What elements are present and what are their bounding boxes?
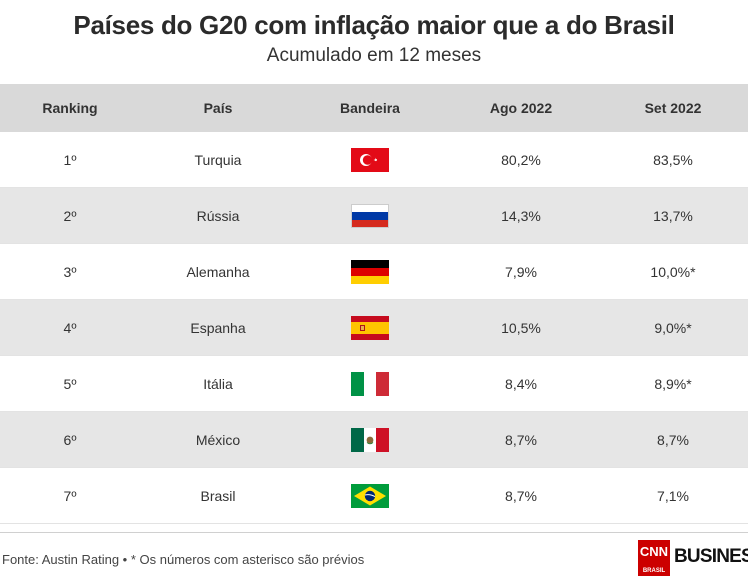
country-cell: Rússia [140, 187, 296, 244]
header-bandeira: Bandeira [296, 84, 444, 132]
flag-cell [296, 467, 444, 524]
ago-2022-cell: 8,4% [444, 355, 598, 412]
ranking-cell: 7º [0, 467, 140, 524]
ranking-cell: 1º [0, 132, 140, 188]
table-row: 6º México 8,7% 8,7% [0, 411, 748, 468]
russia-flag-icon [351, 203, 389, 228]
turkey-flag-icon [351, 147, 389, 172]
ranking-cell: 5º [0, 355, 140, 412]
country-cell: Brasil [140, 467, 296, 524]
country-cell: Turquia [140, 132, 296, 188]
ranking-cell: 4º [0, 299, 140, 356]
table-row: 2º Rússia 14,3% 13,7% [0, 187, 748, 244]
flag-cell [296, 355, 444, 412]
ago-2022-cell: 8,7% [444, 467, 598, 524]
table-header-row: Ranking País Bandeira Ago 2022 Set 2022 [0, 84, 748, 132]
country-cell: Espanha [140, 299, 296, 356]
ago-2022-cell: 7,9% [444, 243, 598, 300]
flag-cell [296, 411, 444, 468]
set-2022-cell: 8,7% [598, 411, 748, 468]
flag-cell [296, 132, 444, 188]
spain-flag-icon [351, 315, 389, 340]
set-2022-cell: 13,7% [598, 187, 748, 244]
ago-2022-cell: 14,3% [444, 187, 598, 244]
flag-cell [296, 187, 444, 244]
set-2022-cell: 7,1% [598, 467, 748, 524]
cnn-logo-subtext: BRASIL [642, 568, 666, 574]
cnn-logo-box: CNN BRASIL [638, 540, 670, 576]
set-2022-cell: 83,5% [598, 132, 748, 188]
flag-cell [296, 243, 444, 300]
country-cell: Itália [140, 355, 296, 412]
table-row: 1º Turquia 80,2% 83,5% [0, 132, 748, 188]
cnn-logo-text: CNN [639, 544, 669, 559]
table-row: 5º Itália 8,4% 8,9%* [0, 355, 748, 412]
set-2022-cell: 9,0%* [598, 299, 748, 356]
header-pais: País [140, 84, 296, 132]
country-cell: México [140, 411, 296, 468]
country-cell: Alemanha [140, 243, 296, 300]
table-row: 7º Brasil 8,7% 7,1% [0, 467, 748, 524]
table-row: 4º Espanha 10,5% 9,0%* [0, 299, 748, 356]
business-logo-text: BUSINESS [674, 546, 748, 567]
mexico-flag-icon [351, 427, 389, 452]
ago-2022-cell: 80,2% [444, 132, 598, 188]
source-note: Fonte: Austin Rating • * Os números com … [2, 552, 365, 567]
ago-2022-cell: 8,7% [444, 411, 598, 468]
header-set-2022: Set 2022 [598, 84, 748, 132]
ranking-cell: 2º [0, 187, 140, 244]
set-2022-cell: 8,9%* [598, 355, 748, 412]
inflation-table: Ranking País Bandeira Ago 2022 Set 2022 … [0, 84, 748, 524]
set-2022-cell: 10,0%* [598, 243, 748, 300]
ago-2022-cell: 10,5% [444, 299, 598, 356]
flag-cell [296, 299, 444, 356]
ranking-cell: 6º [0, 411, 140, 468]
italy-flag-icon [351, 371, 389, 396]
ranking-cell: 3º [0, 243, 140, 300]
chart-subtitle: Acumulado em 12 meses [266, 45, 482, 66]
header-ranking: Ranking [0, 84, 140, 132]
footer-divider [0, 532, 748, 533]
chart-title: Países do G20 com inflação maior que a d… [73, 10, 675, 40]
table-row: 3º Alemanha 7,9% 10,0%* [0, 243, 748, 300]
header-ago-2022: Ago 2022 [444, 84, 598, 132]
cnn-business-logo: CNN BRASIL BUSINESS [638, 540, 748, 576]
brazil-flag-icon [351, 483, 389, 508]
germany-flag-icon [351, 259, 389, 284]
